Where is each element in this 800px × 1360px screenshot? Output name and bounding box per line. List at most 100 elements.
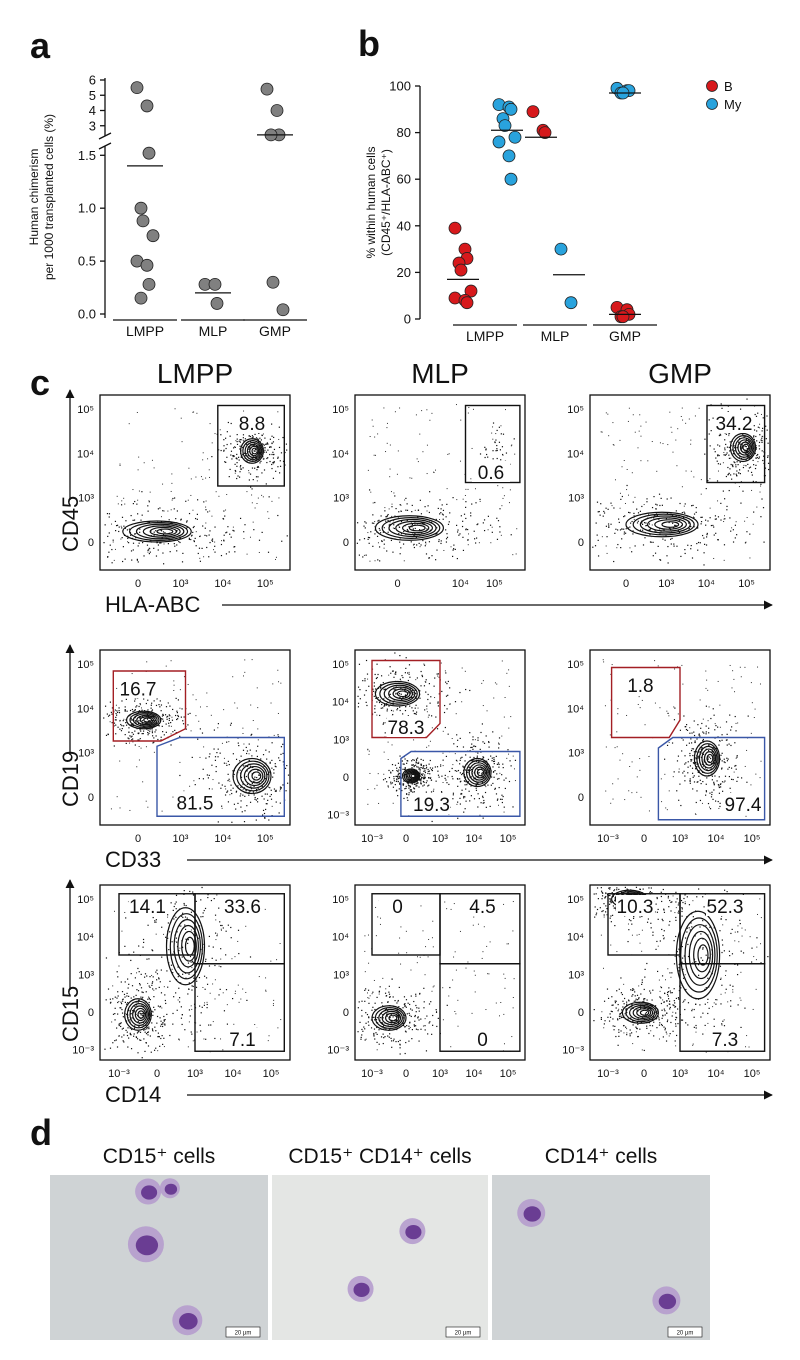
event-dot <box>198 721 199 722</box>
event-dot <box>755 414 756 415</box>
event-dot <box>505 778 506 779</box>
event-dot <box>116 710 117 711</box>
event-dot <box>215 933 216 934</box>
event-dot <box>244 672 245 673</box>
event-dot <box>442 504 443 505</box>
event-dot <box>436 1011 437 1012</box>
column-title: MLP <box>411 358 469 389</box>
event-dot <box>246 747 247 748</box>
event-dot <box>192 412 193 413</box>
event-dot <box>134 1028 135 1029</box>
event-dot <box>148 1031 149 1032</box>
event-dot <box>280 460 281 461</box>
event-dot <box>374 712 375 713</box>
y-tick-label: 10⁻³ <box>327 810 349 822</box>
event-dot <box>686 724 687 725</box>
event-dot <box>282 784 283 785</box>
event-dot <box>717 727 718 728</box>
event-dot <box>485 778 486 779</box>
event-dot <box>513 997 514 998</box>
event-dot <box>149 985 150 986</box>
event-dot <box>596 893 597 894</box>
event-dot <box>209 756 210 757</box>
event-dot <box>223 927 224 928</box>
event-dot <box>239 459 240 460</box>
event-dot <box>731 464 732 465</box>
event-dot <box>743 467 744 468</box>
event-dot <box>470 747 471 748</box>
event-dot <box>162 1035 163 1036</box>
event-dot <box>421 764 422 765</box>
event-dot <box>128 1037 129 1038</box>
event-dot <box>605 905 606 906</box>
event-dot <box>499 531 500 532</box>
gate-value: 78.3 <box>388 718 425 739</box>
event-dot <box>138 1031 139 1032</box>
event-dot <box>728 744 729 745</box>
event-dot <box>392 764 393 765</box>
event-dot <box>409 792 410 793</box>
event-dot <box>391 491 392 492</box>
event-dot <box>622 496 623 497</box>
event-dot <box>460 461 461 462</box>
event-dot <box>126 725 127 726</box>
event-dot <box>715 723 716 724</box>
x-tick-label: 10⁻³ <box>597 1068 619 1080</box>
event-dot <box>485 1009 486 1010</box>
event-dot <box>465 529 466 530</box>
event-dot <box>719 435 720 436</box>
event-dot <box>261 772 262 773</box>
event-dot <box>658 909 659 910</box>
event-dot <box>498 805 499 806</box>
event-dot <box>750 467 751 468</box>
event-dot <box>416 783 417 784</box>
event-dot <box>399 938 400 939</box>
event-dot <box>394 652 395 653</box>
event-dot <box>410 693 411 694</box>
event-dot <box>133 996 134 997</box>
event-dot <box>463 499 464 500</box>
event-dot <box>119 729 120 730</box>
event-dot <box>649 517 650 518</box>
event-dot <box>418 762 419 763</box>
event-dot <box>119 721 120 722</box>
contour <box>170 914 202 979</box>
event-dot <box>369 751 370 752</box>
event-dot <box>223 540 224 541</box>
event-dot <box>693 732 694 733</box>
event-dot <box>724 560 725 561</box>
event-dot <box>152 735 153 736</box>
event-dot <box>715 451 716 452</box>
event-dot <box>156 555 157 556</box>
event-dot <box>183 723 184 724</box>
event-dot <box>460 420 461 421</box>
event-dot <box>720 519 721 520</box>
event-dot <box>383 724 384 725</box>
event-dot <box>723 521 724 522</box>
event-dot <box>252 467 253 468</box>
event-dot <box>205 908 206 909</box>
event-dot <box>196 987 197 988</box>
event-dot <box>456 804 457 805</box>
gate-value: 0.6 <box>478 463 504 484</box>
event-dot <box>726 476 727 477</box>
event-dot <box>653 555 654 556</box>
event-dot <box>390 469 391 470</box>
event-dot <box>191 478 192 479</box>
event-dot <box>749 557 750 558</box>
event-dot <box>365 527 366 528</box>
event-dot <box>724 544 725 545</box>
event-dot <box>226 791 227 792</box>
event-dot <box>391 540 392 541</box>
event-dot <box>637 776 638 777</box>
event-dot <box>139 759 140 760</box>
event-dot <box>405 510 406 511</box>
event-dot <box>715 515 716 516</box>
event-dot <box>128 738 129 739</box>
event-dot <box>115 530 116 531</box>
event-dot <box>445 727 446 728</box>
event-dot <box>650 541 651 542</box>
event-dot <box>661 778 662 779</box>
event-dot <box>172 498 173 499</box>
event-dot <box>176 895 177 896</box>
